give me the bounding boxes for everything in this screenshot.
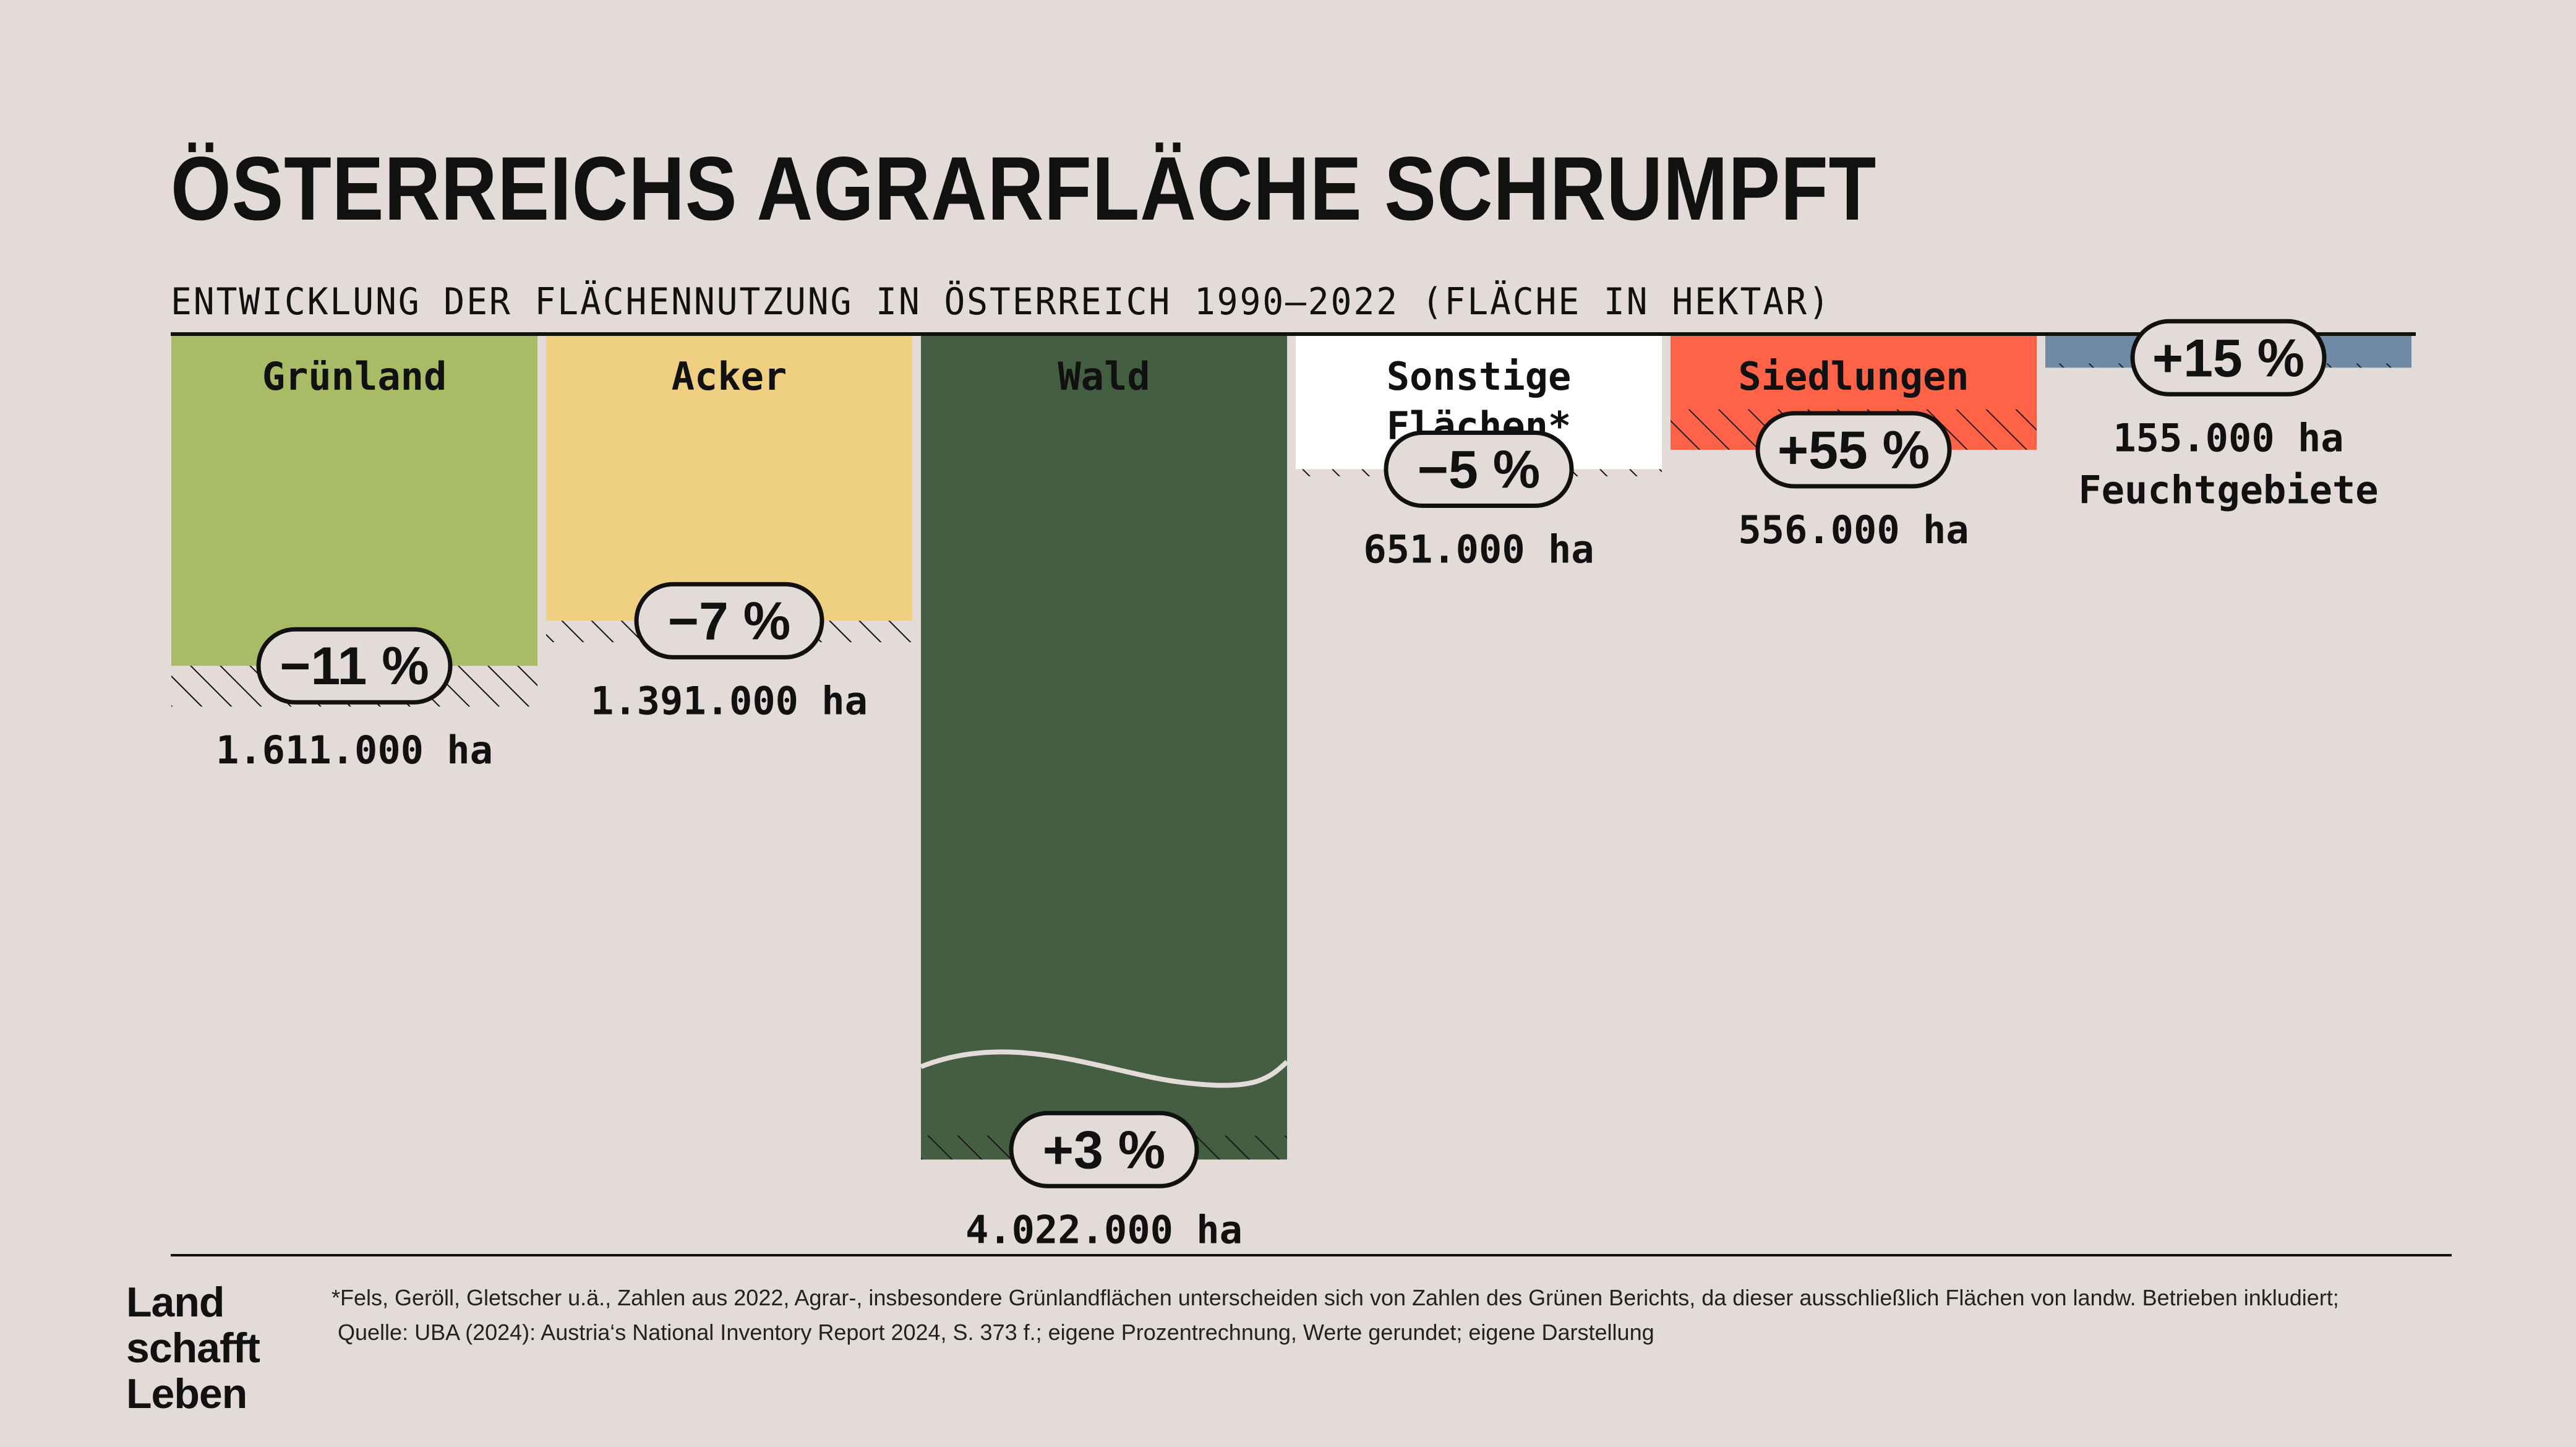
category-label: Feuchtgebiete: [2078, 467, 2378, 512]
brand-logo: Land schafft Leben: [126, 1279, 260, 1417]
change-badge-label: +15 %: [2152, 328, 2304, 388]
bar: [546, 336, 912, 621]
category-label: Siedlungen: [1738, 354, 1969, 399]
bar-group: Siedlungen +55 % 556.000 ha: [1671, 336, 2037, 552]
bar: [921, 336, 1287, 1160]
bar-group: +15 % 155.000 ha Feuchtgebiete: [2045, 319, 2411, 512]
value-label: 4.022.000 ha: [965, 1207, 1243, 1252]
bar-group: Wald +3 % 4.022.000 ha: [920, 336, 1289, 1252]
chart-subtitle: ENTWICKLUNG DER FLÄCHENNUTZUNG IN ÖSTERR…: [171, 280, 1831, 324]
category-label: Acker: [672, 354, 787, 399]
change-badge: [256, 627, 453, 705]
footnote-line: Quelle: UBA (2024): Austria‘s National I…: [338, 1320, 1654, 1345]
bar: [171, 336, 537, 666]
change-badge-label: +55 %: [1778, 421, 1930, 480]
change-badge-label: −11 %: [280, 637, 429, 696]
change-badge: [1755, 411, 1952, 489]
footnote-line: *Fels, Geröll, Gletscher u.ä., Zahlen au…: [332, 1285, 2339, 1310]
category-label: Wald: [1058, 354, 1150, 399]
wald-wave: [920, 1049, 1289, 1088]
change-badge: [634, 582, 824, 659]
change-badge-label: −5 %: [1418, 440, 1540, 499]
change-badge: [1009, 1110, 1199, 1188]
footnote: *Fels, Geröll, Gletscher u.ä., Zahlen au…: [332, 1281, 2447, 1350]
change-badge: [2130, 319, 2327, 397]
change-badge-label: +3 %: [1043, 1120, 1165, 1180]
value-label: 651.000 ha: [1363, 526, 1594, 572]
logo-line: Land: [126, 1279, 225, 1326]
value-label: 1.391.000 ha: [591, 678, 868, 723]
bar-group: Grünland −11 % 1.611.000 ha: [171, 336, 537, 773]
value-label: 155.000 ha: [2113, 415, 2343, 460]
logo-line: Leben: [126, 1370, 247, 1417]
bar-group: Acker −7 % 1.391.000 ha: [546, 336, 912, 723]
footer-divider: [171, 1254, 2452, 1256]
chart-title: ÖSTERREICHS AGRARFLÄCHE SCHRUMPFT: [171, 138, 1877, 239]
logo-line: schafft: [126, 1325, 260, 1372]
value-label: 1.611.000 ha: [216, 728, 493, 773]
change-badge: [1384, 430, 1574, 508]
category-label: Grünland: [262, 354, 447, 399]
chart-baseline: [171, 332, 2416, 336]
value-label: 556.000 ha: [1738, 507, 1969, 552]
change-badge-label: −7 %: [668, 591, 790, 651]
category-label: Sonstige: [1387, 354, 1572, 399]
